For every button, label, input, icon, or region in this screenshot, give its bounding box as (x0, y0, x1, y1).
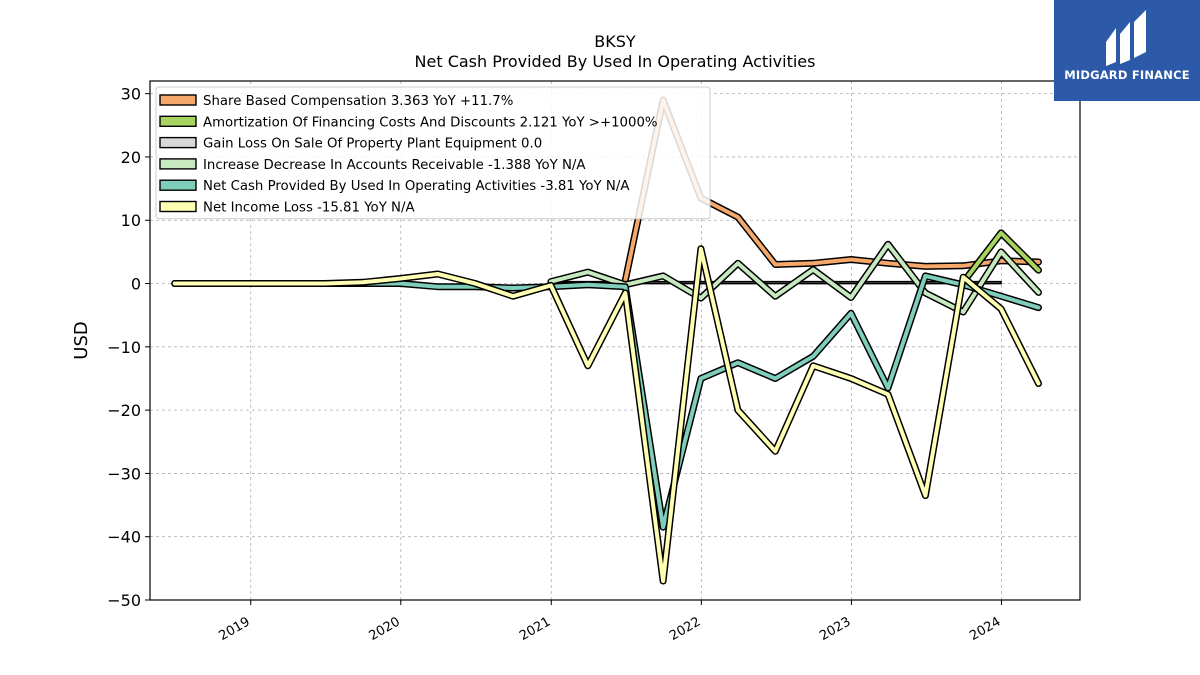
y-tick-label: −20 (107, 401, 141, 420)
legend-swatch (159, 115, 197, 128)
legend-label: Share Based Compensation 3.363 YoY +11.7… (203, 94, 513, 109)
chart-title: BKSY (594, 32, 636, 51)
legend-swatch (159, 158, 197, 170)
series-outline-net-income-loss (171, 245, 1042, 585)
x-tick-label: 2020 (367, 614, 403, 644)
y-tick-label: 30 (121, 85, 141, 104)
x-tick-label: 2023 (817, 614, 853, 644)
legend-swatch (159, 179, 197, 191)
x-tick-label: 2022 (667, 614, 703, 644)
midgard-finance-logo: MIDGARD FINANCE (1054, 0, 1200, 101)
logo-mark-icon (1106, 10, 1146, 66)
plot-frame (149, 80, 1081, 601)
y-tick-label: −10 (107, 338, 141, 357)
y-tick-label: 20 (121, 148, 141, 167)
legend-label: Increase Decrease In Accounts Receivable… (203, 158, 586, 173)
legend-label: Amortization Of Financing Costs And Disc… (203, 115, 658, 130)
chart-subtitle: Net Cash Provided By Used In Operating A… (414, 52, 816, 71)
y-tick-label: −30 (107, 464, 141, 483)
legend-label: Net Cash Provided By Used In Operating A… (203, 179, 629, 194)
legend-swatch (159, 136, 197, 149)
x-tick-label: 2021 (517, 614, 553, 644)
y-tick-label: −50 (107, 591, 141, 610)
legend-label: Gain Loss On Sale Of Property Plant Equi… (203, 137, 542, 152)
y-tick-label: 0 (131, 275, 141, 294)
legend-swatch (159, 94, 197, 106)
y-tick-label: −40 (107, 528, 141, 547)
x-tick-label: 2019 (217, 614, 253, 644)
x-tick-label: 2024 (967, 614, 1003, 644)
logo-text: MIDGARD FINANCE (1064, 68, 1190, 82)
y-axis-label: USD (71, 321, 92, 359)
legend-label: Net Income Loss -15.81 YoY N/A (203, 201, 415, 216)
series-net-cash-provided-by-used-in-operating-activities (172, 273, 1041, 530)
legend-swatch (159, 200, 197, 213)
y-tick-label: 10 (121, 211, 141, 230)
series-outline-net-cash-provided-by-used-in-operating-activities (171, 272, 1042, 531)
series-amortization-of-financing-costs-and-discounts (961, 230, 1041, 285)
legend (155, 86, 711, 220)
series-net-income-loss (172, 246, 1041, 583)
